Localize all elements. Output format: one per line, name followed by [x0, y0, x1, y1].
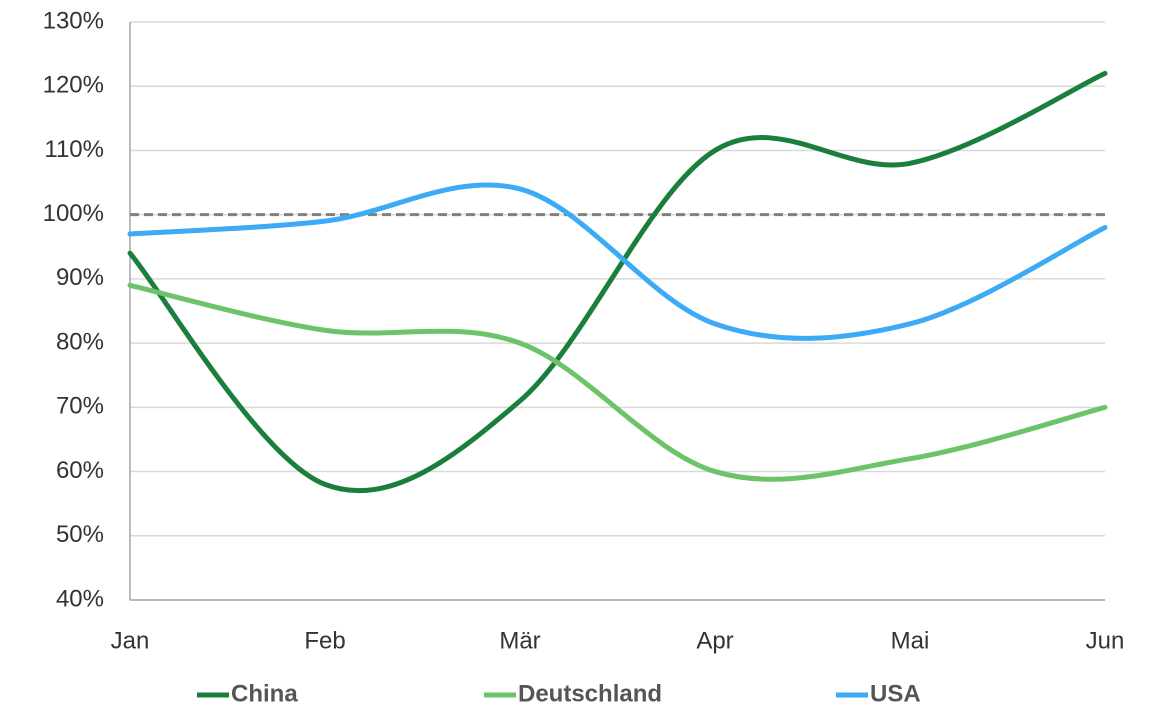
y-tick-label: 90% — [56, 264, 104, 291]
series-line — [127, 182, 1108, 341]
x-tick-label: Mär — [499, 627, 540, 654]
y-tick-label: 120% — [43, 72, 104, 99]
legend-label: Deutschland — [518, 680, 662, 707]
legend-label: China — [231, 680, 298, 707]
y-tick-label: 100% — [43, 200, 104, 227]
x-tick-label: Mai — [891, 627, 930, 654]
x-tick-label: Feb — [304, 627, 345, 654]
x-tick-label: Jun — [1086, 627, 1125, 654]
x-tick-label: Jan — [111, 627, 150, 654]
legend-label: USA — [870, 680, 921, 707]
y-tick-label: 80% — [56, 328, 104, 355]
y-tick-label: 130% — [43, 7, 104, 34]
x-tick-label: Apr — [696, 627, 733, 654]
y-tick-label: 110% — [44, 136, 104, 163]
series-line — [127, 282, 1108, 482]
y-tick-label: 60% — [56, 457, 104, 484]
series-line — [127, 70, 1108, 494]
y-tick-label: 70% — [56, 393, 104, 420]
y-tick-label: 40% — [56, 585, 104, 612]
y-tick-label: 50% — [56, 521, 104, 548]
